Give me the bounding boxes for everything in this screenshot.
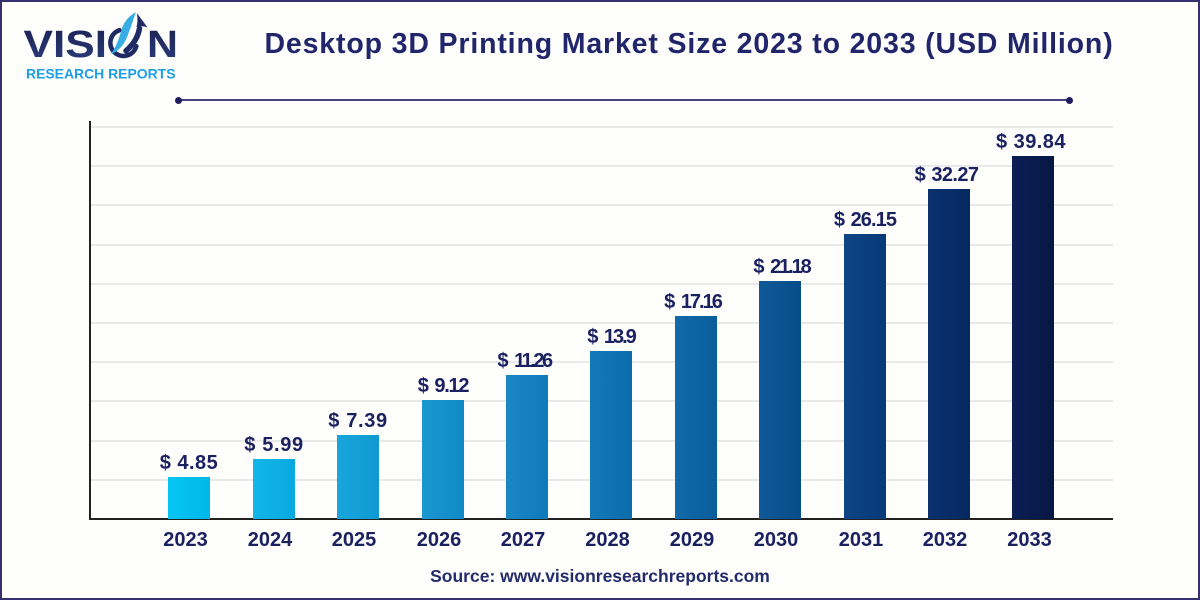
svg-text:N: N	[147, 24, 178, 66]
svg-text:VISI: VISI	[24, 24, 108, 66]
svg-text:RESEARCH REPORTS: RESEARCH REPORTS	[26, 66, 176, 82]
